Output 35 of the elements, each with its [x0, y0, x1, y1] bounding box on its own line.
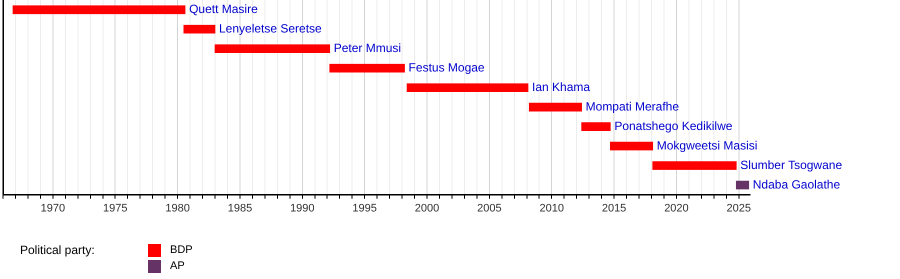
bar — [183, 24, 216, 34]
x-tick-label: 1970 — [40, 202, 66, 214]
bar — [406, 83, 528, 92]
x-tick-label: 2000 — [414, 202, 440, 214]
y-tick-label: Peter Mmusi — [334, 41, 402, 56]
y-tick-label: Ian Khama — [532, 80, 590, 94]
legend-label: AP — [170, 260, 185, 272]
x-tick-label: 2005 — [477, 202, 502, 214]
bar — [12, 5, 186, 14]
y-tick-label: Slumber Tsogwane — [740, 158, 842, 172]
bar — [652, 161, 737, 170]
x-tick-label: 2010 — [539, 202, 564, 214]
y-tick-label: Ndaba Gaolathe — [752, 177, 840, 192]
y-tick-label: Quett Masire — [189, 2, 258, 16]
bar — [610, 142, 654, 150]
x-tick-label: 1985 — [228, 202, 252, 214]
bar — [329, 64, 405, 73]
x-tick-label: 1975 — [102, 202, 128, 214]
x-tick-label: 1995 — [352, 202, 377, 214]
x-tick-label: 2025 — [726, 202, 752, 214]
legend-label: BDP — [170, 244, 193, 256]
bar — [528, 102, 582, 112]
y-tick-label: Ponatshego Kedikilwe — [614, 118, 733, 133]
x-tick-label: 2020 — [664, 202, 689, 214]
y-tick-label: Mokgweetsi Masisi — [656, 138, 758, 152]
bar — [581, 122, 611, 131]
legend-title: Political party: — [20, 242, 96, 258]
bar — [214, 44, 330, 54]
y-tick-label: Mompati Merafhe — [586, 99, 680, 114]
x-tick-label: 1980 — [165, 202, 190, 214]
y-tick-label: Lenyeletse Seretse — [219, 22, 322, 36]
x-tick-label: 2015 — [602, 202, 626, 214]
bar — [736, 180, 750, 190]
x-tick-label: 1990 — [290, 202, 315, 214]
y-tick-label: Festus Mogae — [408, 60, 485, 74]
